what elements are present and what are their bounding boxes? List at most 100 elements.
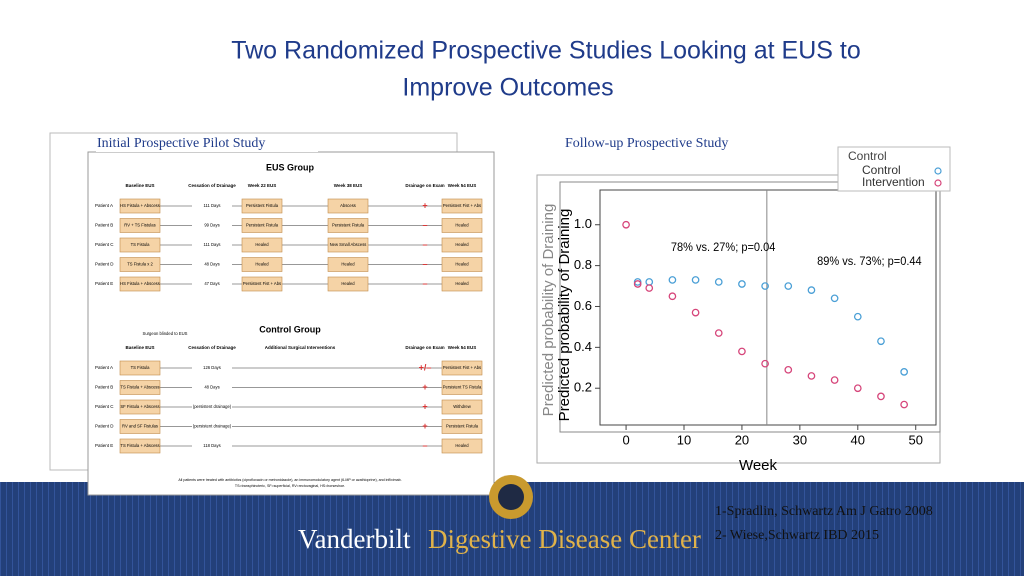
logo-emblem — [498, 484, 524, 510]
cell-text: Persistent Fistula — [246, 203, 279, 208]
column-header: Week 22 EUS — [248, 183, 276, 188]
cell-box — [441, 399, 483, 415]
cell-box — [241, 257, 283, 272]
drainage-sign: – — [422, 278, 427, 288]
label-bg — [192, 241, 232, 249]
cell-text: TS Fistula x 2 — [127, 262, 153, 267]
footnote: All patients were treated with antibioti… — [178, 478, 401, 482]
cell-text: 111 Days — [203, 242, 220, 247]
column-header: Week 54 EUS — [448, 345, 476, 350]
drainage-sign: + — [422, 200, 427, 210]
annotation: 89% vs. 73%; p=0.44 — [817, 256, 922, 268]
cell-text: 48 Days — [204, 262, 219, 267]
cell-box — [441, 438, 483, 454]
caption-bg — [96, 136, 318, 152]
cell-box — [119, 237, 161, 253]
cell-box — [241, 237, 283, 253]
point — [807, 372, 816, 380]
point — [714, 329, 723, 337]
cell-text: Persistent Fist + Abs — [443, 365, 481, 370]
cell-box — [441, 198, 483, 214]
cell-text: Persistent TS Fistula — [443, 385, 482, 390]
cell-text: TS Fistula + Abscess — [120, 385, 159, 390]
cell-box — [119, 399, 161, 415]
cell-text: Withdrew — [453, 404, 471, 409]
cell-box — [119, 380, 161, 395]
cell-text: Healed — [455, 262, 469, 267]
y-axis-label: Predicted probability of Draining — [556, 209, 573, 422]
legend-title: Control — [848, 149, 887, 163]
x-tick-label: 50 — [908, 432, 922, 447]
legend-marker — [934, 179, 942, 187]
reference: 2- Wiese,Schwartz IBD 2015 — [715, 528, 879, 543]
cell-box — [241, 198, 283, 214]
point — [622, 220, 630, 229]
cell-text: Healed — [455, 223, 469, 228]
column-header: Baseline EUS — [125, 183, 154, 188]
x-tick-label: 20 — [735, 432, 749, 447]
cell-text: Persistent Fistula — [332, 223, 365, 228]
cell-text: 126 Days — [203, 365, 221, 370]
column-header: Drainage on Exam — [405, 183, 444, 188]
drainage-sign: +/– — [419, 362, 432, 372]
cell-box — [119, 276, 161, 292]
cell-text: Healed — [255, 262, 269, 267]
point — [645, 284, 654, 292]
cell-text: RV and SF Fistulas — [122, 424, 158, 429]
cell-box — [441, 276, 483, 292]
point — [668, 292, 677, 301]
cell-text: 111 Days — [203, 203, 220, 208]
cell-text: Healed — [455, 242, 469, 247]
legend-label: Control — [862, 163, 901, 177]
patient-label: Patient C — [95, 242, 114, 247]
legend-marker — [934, 167, 942, 175]
point — [830, 376, 839, 384]
point — [691, 308, 700, 317]
cell-box — [119, 360, 161, 376]
cell-text: Healed — [255, 242, 269, 247]
cell-box — [119, 438, 161, 454]
cell-text: New Small Abscess — [330, 242, 367, 247]
cell-text: TS Fistula + Abscess — [120, 443, 159, 448]
x-tick-label: 0 — [622, 432, 629, 447]
cell-text: Healed — [341, 262, 355, 267]
point — [784, 282, 793, 290]
drainage-sign: – — [422, 440, 427, 450]
title: Improve Outcomes — [402, 74, 613, 102]
cell-text: Healed — [455, 281, 469, 286]
cell-text: TS Fistula — [131, 365, 151, 370]
scatter-chart: 0 10 20 30 40 50 0.2 0.4 0.6 0.8 1.0 Week Predicted … — [540, 146, 951, 474]
cell-text: Persistent Fistula — [446, 424, 479, 429]
cell-box — [327, 237, 369, 253]
y-tick-label: 1.0 — [574, 216, 592, 231]
cell-box — [441, 237, 483, 253]
patient-label: Patient E — [95, 443, 113, 448]
column-header: Week 38 EUS — [334, 183, 362, 188]
label-bg — [192, 280, 232, 288]
drainage-sign: + — [422, 382, 427, 392]
patient-label: Patient D — [95, 262, 114, 267]
left-caption: Initial Prospective Pilot Study — [97, 136, 265, 151]
cell-text: 47 Days — [204, 281, 219, 286]
y-tick-label: 0.4 — [574, 339, 592, 354]
label-bg — [192, 364, 232, 372]
reference: 1-Spradlin, Schwartz Am J Gatro 2008 — [715, 504, 933, 519]
label-bg — [192, 422, 232, 431]
point — [877, 337, 885, 346]
patient-label: Patient C — [95, 404, 114, 409]
drainage-sign: – — [422, 220, 427, 230]
point — [668, 276, 677, 284]
plot-area — [599, 189, 937, 426]
point — [853, 312, 862, 321]
label-bg — [192, 383, 232, 392]
title: Two Randomized Prospective Studies Looki… — [231, 37, 861, 65]
cell-text: Abscess — [340, 203, 356, 208]
x-tick-label: 30 — [793, 432, 807, 447]
column-header: Week 54 EUS — [448, 183, 476, 188]
cell-text: Healed — [341, 281, 355, 286]
cell-box — [441, 419, 483, 434]
drainage-sign: + — [422, 401, 427, 411]
point — [691, 276, 700, 284]
cell-box — [441, 380, 483, 395]
cell-text: 48 Days — [204, 385, 219, 390]
